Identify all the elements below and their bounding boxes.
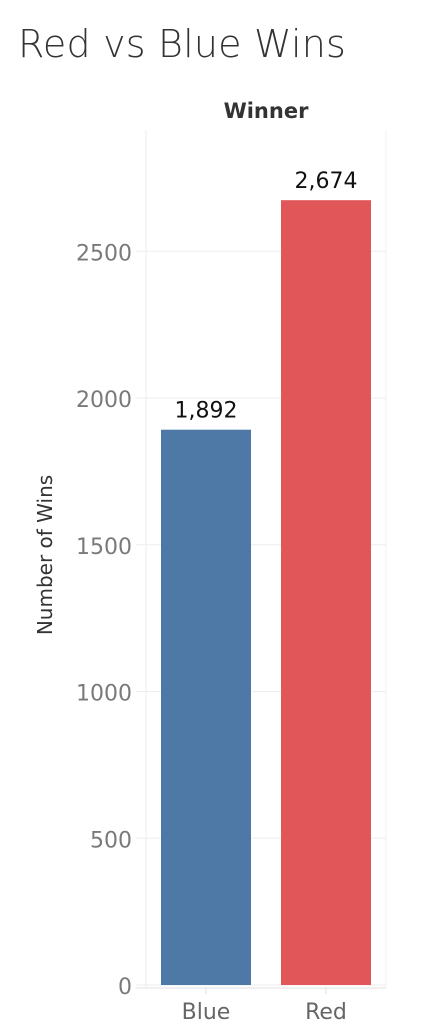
chart-title: Red vs Blue Wins [18,22,346,66]
y-tick-label: 2000 [76,388,132,413]
y-tick-label: 0 [118,975,132,1000]
x-tick-label: Blue [182,1000,231,1025]
y-axis: 0 500 1000 1500 2000 2500 [76,241,132,1000]
x-axis: Blue Red [136,987,386,1025]
y-tick-label: 1000 [76,682,132,707]
bars: 1,892 2,674 [161,169,371,985]
bar-value-label: 1,892 [175,399,238,424]
y-axis-label: Number of Wins [33,475,57,635]
x-tick-label: Red [305,1000,347,1025]
y-tick-label: 500 [90,828,132,853]
bar-red [281,200,371,985]
y-tick-label: 2500 [76,241,132,266]
y-tick-label: 1500 [76,535,132,560]
bar-value-label: 2,674 [295,169,358,194]
column-header: Winner [224,99,310,123]
bar-blue [161,429,251,985]
